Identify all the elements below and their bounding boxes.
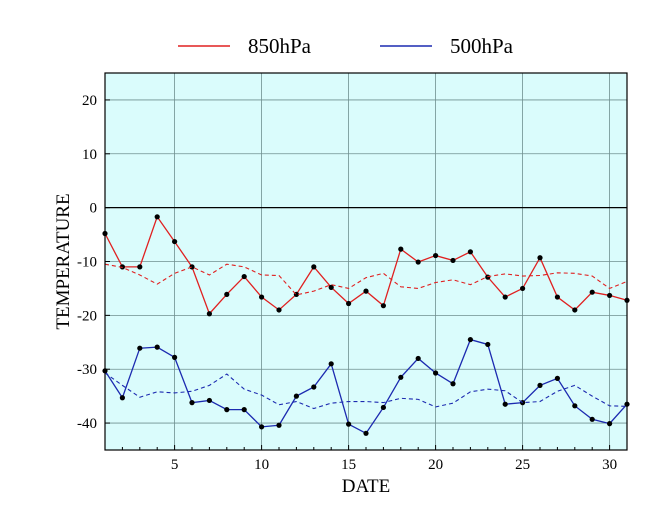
data-point — [119, 395, 125, 401]
legend: 850hPa 500hPa — [178, 34, 514, 58]
data-point — [398, 374, 404, 380]
data-point — [607, 292, 613, 299]
data-point — [311, 264, 317, 270]
y-tick-label: 20 — [82, 93, 97, 109]
series-line-mean-2 — [104, 263, 628, 296]
data-point — [259, 424, 265, 430]
grid — [105, 73, 627, 450]
data-point — [589, 416, 595, 422]
data-point — [502, 294, 508, 300]
data-point — [154, 344, 160, 350]
data-point — [241, 273, 247, 280]
y-tick-label: -10 — [77, 255, 97, 271]
x-axis-label: DATE — [342, 476, 391, 497]
y-axis-label: TEMPERATURE — [53, 193, 74, 329]
ticks: 5 10 15 20 25 30 -40 -30 -20 -10 0 10 20 — [77, 93, 628, 473]
data-point — [537, 382, 543, 388]
x-tick-label: 15 — [341, 457, 356, 473]
data-point — [537, 255, 543, 261]
data-point — [380, 303, 386, 309]
data-point — [554, 375, 561, 381]
data-point — [241, 407, 247, 413]
data-point — [415, 259, 421, 265]
data-point — [293, 393, 299, 399]
data-point — [572, 307, 578, 313]
x-tick-label: 10 — [254, 457, 269, 473]
legend-label: 500hPa — [450, 34, 514, 58]
data-point — [433, 370, 439, 376]
data-point — [433, 252, 439, 259]
y-tick-label: -40 — [77, 416, 97, 432]
data-point — [172, 354, 178, 360]
data-point — [189, 400, 195, 406]
data-point — [137, 345, 143, 351]
data-point — [398, 246, 404, 252]
y-tick-label: -20 — [77, 308, 97, 324]
y-tick-label: 0 — [90, 201, 98, 217]
data-point — [572, 403, 578, 409]
data-point — [328, 284, 334, 290]
data-point — [154, 214, 160, 220]
data-point — [363, 288, 369, 294]
data-point — [206, 311, 212, 317]
data-point — [224, 407, 230, 413]
data-point — [224, 291, 230, 297]
x-tick-label: 20 — [428, 457, 443, 473]
series-layer — [102, 214, 630, 436]
x-tick-label: 25 — [515, 457, 530, 473]
data-point — [467, 336, 473, 343]
data-point — [328, 361, 334, 367]
data-point — [172, 238, 178, 245]
data-point — [607, 421, 613, 427]
data-point — [189, 264, 195, 270]
data-point — [276, 307, 282, 313]
data-point — [467, 249, 473, 255]
data-point — [363, 430, 369, 436]
data-point — [276, 422, 282, 428]
data-point — [554, 294, 561, 300]
x-tick-label: 5 — [171, 457, 179, 473]
data-point — [137, 264, 143, 270]
series-line-mean-3 — [104, 372, 628, 410]
data-point — [206, 397, 212, 404]
data-point — [346, 421, 352, 427]
y-tick-label: 10 — [82, 147, 97, 163]
data-point — [485, 341, 491, 348]
data-point — [450, 257, 456, 264]
data-point — [259, 294, 265, 300]
data-point — [450, 381, 456, 387]
data-point — [520, 285, 526, 292]
x-tick-label: 30 — [602, 457, 617, 473]
data-point — [346, 300, 352, 307]
data-point — [415, 355, 421, 362]
data-point — [502, 401, 508, 407]
data-point — [380, 404, 386, 411]
data-point — [311, 384, 317, 390]
y-tick-label: -30 — [77, 362, 97, 378]
data-point — [589, 289, 595, 295]
legend-label: 850hPa — [248, 34, 312, 58]
